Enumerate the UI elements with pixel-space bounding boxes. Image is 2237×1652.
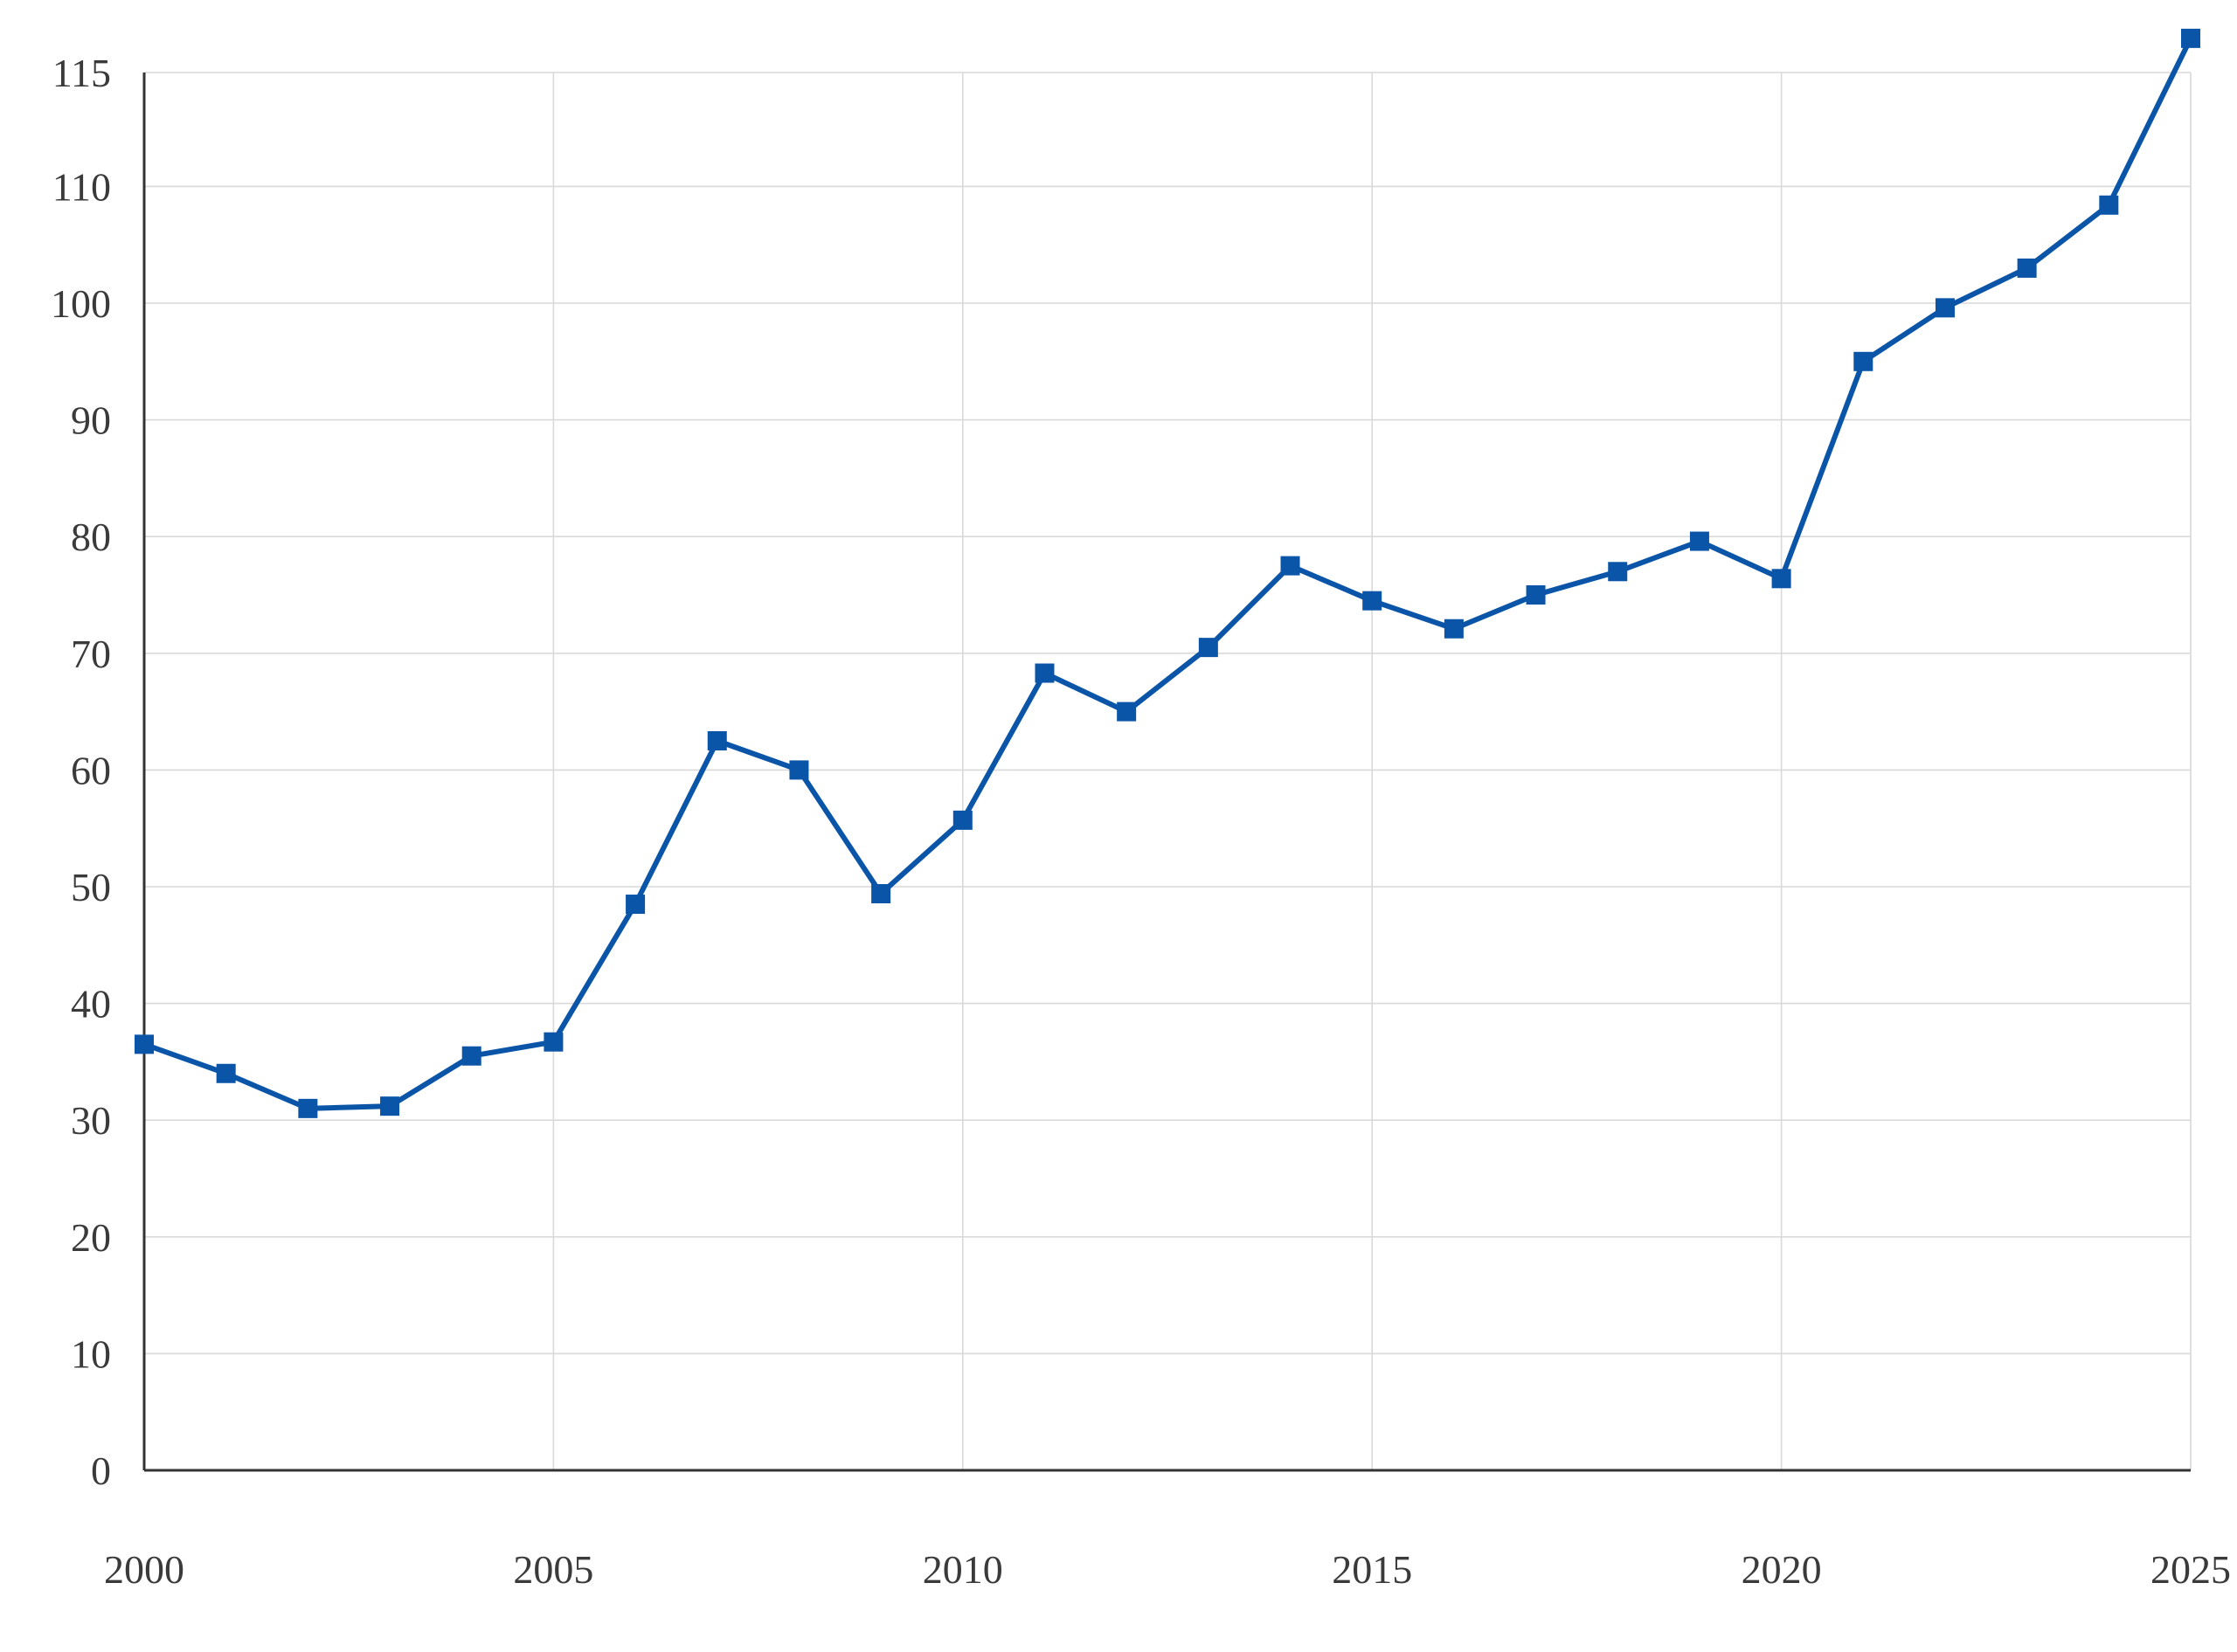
y-tick-label: 115: [52, 51, 111, 95]
data-point-marker: [1689, 531, 1709, 551]
y-tick-label: 100: [51, 281, 111, 326]
series-line: [142, 35, 2193, 1111]
y-tick-label: 80: [71, 515, 111, 559]
y-tick-label: 90: [71, 398, 111, 443]
data-point-marker: [1853, 351, 1873, 371]
data-point-marker: [952, 810, 973, 830]
data-point-marker: [2017, 258, 2037, 278]
axes: [142, 73, 2191, 1472]
y-tick-label: 50: [71, 865, 111, 909]
data-point-marker: [461, 1046, 481, 1066]
data-point-marker: [216, 1063, 236, 1083]
data-point-marker: [626, 895, 646, 915]
data-point-marker: [2181, 28, 2200, 48]
data-point-marker: [707, 731, 727, 750]
data-point-marker: [380, 1096, 400, 1116]
x-tick-label: 2020: [1742, 1547, 1822, 1592]
data-point-marker: [1035, 663, 1055, 683]
data-point-marker: [1117, 702, 1137, 722]
data-point-marker: [871, 884, 891, 904]
x-tick-label: 2000: [104, 1547, 184, 1592]
x-tick-label: 2025: [2150, 1547, 2231, 1592]
y-tick-label: 70: [71, 632, 111, 676]
y-tick-label: 110: [52, 164, 111, 209]
x-tick-label: 2010: [923, 1547, 1003, 1592]
data-point-marker: [789, 760, 809, 780]
data-point-marker: [1280, 556, 1300, 576]
x-tick-label: 2005: [513, 1547, 593, 1592]
data-point-marker: [135, 1034, 154, 1054]
y-tick-label: 40: [71, 982, 111, 1026]
data-point-marker: [1198, 638, 1218, 658]
data-point-marker: [1771, 569, 1791, 589]
data-point-marker: [1526, 585, 1546, 605]
grid: [144, 72, 2192, 1470]
y-tick-label: 30: [71, 1098, 111, 1143]
y-tick-label: 60: [71, 748, 111, 792]
data-point-marker: [1444, 619, 1464, 639]
series: [135, 28, 2200, 1118]
y-tick-label: 20: [71, 1215, 111, 1260]
data-point-marker: [1608, 562, 1628, 582]
data-point-marker: [2099, 195, 2119, 215]
tick-labels: 0 10 20 30 40 50 60 70 80 90 100 110 115 2000 2005 2010…: [51, 51, 2231, 1592]
x-tick-label: 2015: [1332, 1547, 1412, 1592]
data-point-marker: [1362, 591, 1382, 611]
y-tick-label: 0: [91, 1448, 111, 1493]
data-point-marker: [1935, 298, 1955, 318]
data-point-marker: [298, 1098, 318, 1118]
y-tick-label: 10: [71, 1331, 111, 1376]
data-point-marker: [544, 1032, 564, 1052]
